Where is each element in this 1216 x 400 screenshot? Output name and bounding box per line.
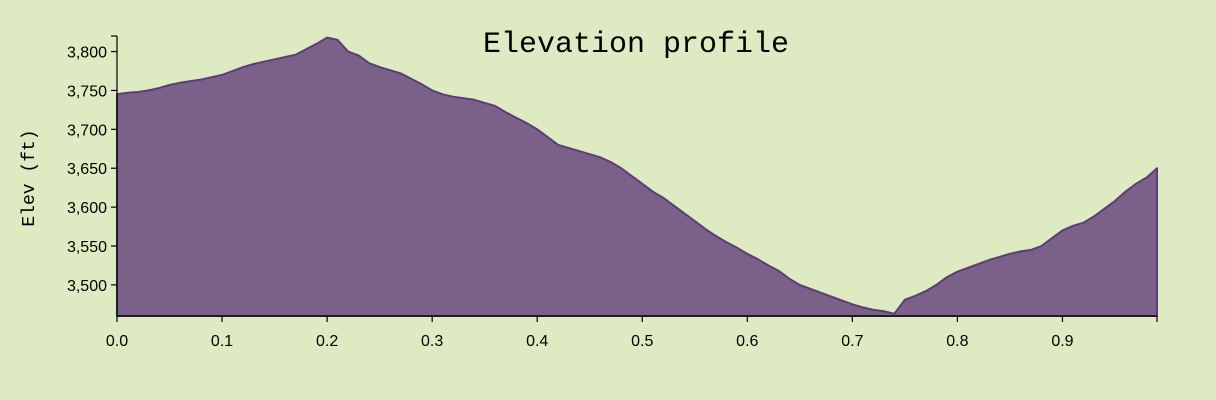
y-tick-label: 3,750	[67, 83, 107, 100]
y-tick-label: 3,800	[67, 45, 107, 62]
y-axis-label: Elev (ft)	[20, 129, 40, 226]
y-tick-label: 3,550	[67, 239, 107, 256]
x-tick-label: 0.7	[841, 333, 863, 350]
chart-title: Elevation profile	[483, 28, 789, 62]
x-axis-ticks: 0.0 0.1 0.2 0.3 0.4 0.5 0.6 0.7 0.8 0.9	[106, 316, 1158, 350]
x-tick-label: 0.3	[421, 333, 443, 350]
x-tick-label: 0.9	[1051, 333, 1073, 350]
y-tick-label: 3,700	[67, 122, 107, 139]
y-tick-label: 3,600	[67, 200, 107, 217]
x-tick-label: 0.5	[631, 333, 653, 350]
x-tick-label: 0.4	[526, 333, 548, 350]
x-tick-label: 0.0	[106, 333, 128, 350]
y-tick-label: 3,500	[67, 278, 107, 295]
x-tick-label: 0.6	[736, 333, 758, 350]
x-tick-label: 0.8	[946, 333, 968, 350]
x-tick-label: 0.2	[316, 333, 338, 350]
y-axis-ticks: 3,500 3,550 3,600 3,650 3,700 3,750 3,800	[67, 35, 117, 295]
y-tick-label: 3,650	[67, 161, 107, 178]
elevation-area	[116, 36, 1158, 317]
x-tick-label: 0.1	[211, 333, 233, 350]
